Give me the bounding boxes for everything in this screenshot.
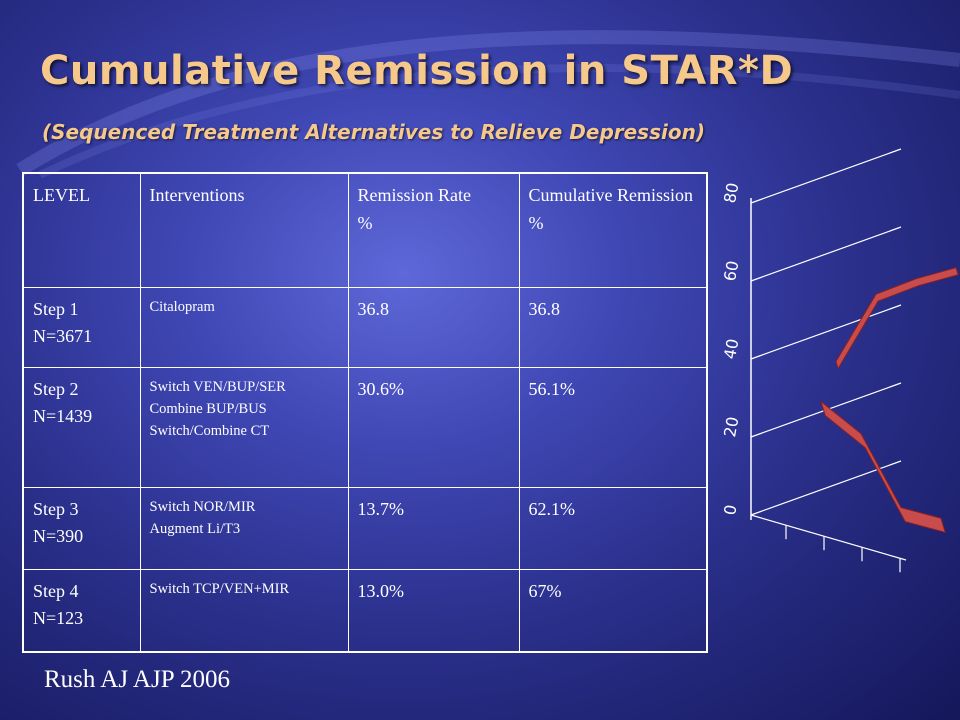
series-ribbon xyxy=(835,267,959,370)
header-level: LEVEL xyxy=(22,172,141,288)
slide-title: Cumulative Remission in STAR*D xyxy=(40,48,794,94)
header-cumulative-remission: Cumulative Remission % xyxy=(518,172,708,288)
cumulative-cell: 36.8 xyxy=(518,286,708,368)
remission-cell: 13.0% xyxy=(347,568,520,653)
slide-subtitle: (Sequenced Treatment Alternatives to Rel… xyxy=(42,120,705,144)
grid-line xyxy=(750,304,902,360)
x-axis-line xyxy=(750,514,907,561)
table-row: Step 3 N=390 Switch NOR/MIR Augment Li/T3 … xyxy=(22,486,708,570)
interventions-cell: Switch NOR/MIR Augment Li/T3 xyxy=(139,486,349,570)
series-ribbon xyxy=(820,400,946,534)
level-cell: Step 1 N=3671 xyxy=(22,286,141,368)
y-tick-label: 0 xyxy=(720,503,740,516)
cumulative-cell: 62.1% xyxy=(518,486,708,570)
y-tick-label: 20 xyxy=(720,415,742,438)
remission-cell: 36.8 xyxy=(347,286,520,368)
grid-line xyxy=(750,226,902,282)
table-row: Step 2 N=1439 Switch VEN/BUP/SER Combine B… xyxy=(22,366,708,488)
header-remission-rate: Remission Rate% xyxy=(347,172,520,288)
interventions-cell: Switch VEN/BUP/SER Combine BUP/BUS Switch/… xyxy=(139,366,349,488)
level-cell: Step 3 N=390 xyxy=(22,486,141,570)
cumulative-cell: 67% xyxy=(518,568,708,653)
remission-cell: 30.6% xyxy=(347,366,520,488)
table-header-row: LEVEL Interventions Remission Rate% Cumu… xyxy=(22,172,708,288)
interventions-cell: Switch TCP/VEN+MIR xyxy=(139,568,349,653)
y-tick-label: 40 xyxy=(720,337,742,360)
citation: Rush AJ AJP 2006 xyxy=(44,666,230,693)
grid-line xyxy=(750,148,902,204)
y-tick-label: 80 xyxy=(720,181,742,204)
interventions-cell: Citalopram xyxy=(139,286,349,368)
level-cell: Step 2 N=1439 xyxy=(22,366,141,488)
remission-table: LEVEL Interventions Remission Rate% Cumu… xyxy=(22,172,708,653)
remission-cell: 13.7% xyxy=(347,486,520,570)
remission-3d-line-chart: 0 20 40 60 80 xyxy=(720,148,959,573)
table-row: Step 1 N=3671 Citalopram 36.8 36.8 xyxy=(22,286,708,368)
table-row: Step 4 N=123 Switch TCP/VEN+MIR 13.0% 67% xyxy=(22,568,708,653)
header-interventions: Interventions xyxy=(139,172,349,288)
level-cell: Step 4 N=123 xyxy=(22,568,141,653)
y-tick-label: 60 xyxy=(720,259,742,282)
cumulative-cell: 56.1% xyxy=(518,366,708,488)
grid-line xyxy=(750,460,902,516)
